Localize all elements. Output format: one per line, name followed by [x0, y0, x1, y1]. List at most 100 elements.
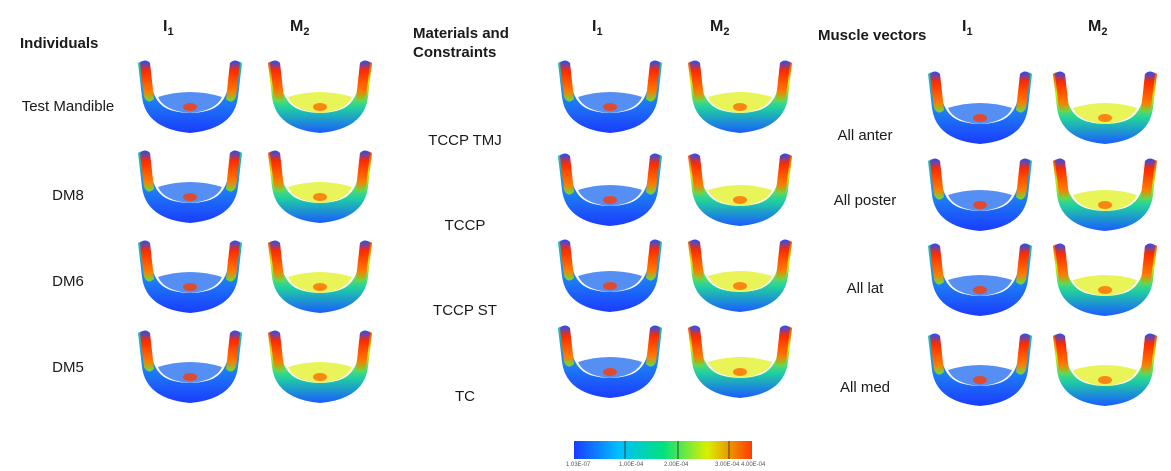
row-label-dm8: DM8	[52, 187, 84, 204]
mandible-ramus-left	[140, 330, 154, 372]
mandible-ramus-right	[226, 60, 240, 102]
colorbar-label-0: 1.03E-07	[566, 462, 591, 468]
mandible-chin-hotspot	[313, 373, 327, 381]
mandible-arch	[288, 182, 352, 203]
mandible-body	[1053, 159, 1157, 231]
mandible-ramus-right	[776, 325, 790, 367]
mandible-ramus-left	[140, 240, 154, 282]
mandible-heatmap-i-4	[138, 240, 242, 313]
mandible-ramus-right	[1016, 158, 1030, 200]
colorbar-label-3: 3.00E-04	[715, 462, 740, 468]
mandible-ramus-right	[1016, 243, 1030, 285]
mandible-ramus-right	[356, 60, 370, 102]
mandible-arch	[158, 362, 222, 383]
mandible-ramus-left	[1055, 243, 1069, 285]
mandible-chin-hotspot	[183, 283, 197, 291]
mandible-arch	[288, 362, 352, 383]
mandible-ramus-left	[140, 150, 154, 192]
mandible-ramus-left	[690, 325, 704, 367]
row-label-all-lat: All lat	[846, 280, 884, 297]
row-label-test-mandible: Test Mandible	[21, 98, 115, 115]
mandible-heatmap-i-18	[928, 158, 1032, 231]
mandible-arch	[1073, 275, 1137, 296]
row-label-dm5: DM5	[52, 359, 84, 376]
mandible-arch	[708, 92, 772, 113]
mandible-ramus-left	[930, 333, 944, 375]
mandible-chin-hotspot	[973, 201, 987, 209]
mandible-arch	[948, 365, 1012, 386]
mandible-chin-hotspot	[183, 373, 197, 381]
mandible-body	[558, 326, 662, 398]
mandible-ramus-right	[226, 330, 240, 372]
mandible-heatmap-m-5	[268, 240, 372, 313]
mandible-arch	[158, 272, 222, 293]
mandible-heatmap-m-11	[688, 153, 792, 226]
panel-individuals-header: Individuals	[20, 35, 99, 52]
mandible-arch	[578, 357, 642, 378]
mandible-heatmap-i-12	[558, 239, 662, 312]
panel-materials-col-m2: M2	[710, 18, 730, 39]
mandible-ramus-right	[646, 153, 660, 195]
mandible-body	[688, 326, 792, 398]
mandible-body	[928, 72, 1032, 144]
mandible-ramus-right	[776, 60, 790, 102]
mandible-body	[138, 151, 242, 223]
colorbar	[574, 441, 752, 459]
mandible-chin-hotspot	[603, 368, 617, 376]
mandible-chin-hotspot	[1098, 286, 1112, 294]
mandible-body	[928, 159, 1032, 231]
row-label-tccp-st: TCCP ST	[433, 302, 497, 319]
mandible-heatmap-i-0	[138, 60, 242, 133]
mandible-heatmap-i-14	[558, 325, 662, 398]
mandible-body	[558, 61, 662, 133]
mandible-heatmap-m-15	[688, 325, 792, 398]
mandible-heatmap-i-22	[928, 333, 1032, 406]
mandible-ramus-left	[270, 150, 284, 192]
mandible-ramus-right	[1141, 243, 1155, 285]
mandible-ramus-right	[226, 150, 240, 192]
colorbar-gradient	[574, 441, 752, 459]
mandible-ramus-right	[1141, 333, 1155, 375]
mandible-body	[928, 334, 1032, 406]
mandible-chin-hotspot	[973, 114, 987, 122]
mandible-chin-hotspot	[183, 103, 197, 111]
mandible-ramus-left	[270, 240, 284, 282]
mandible-heatmap-i-6	[138, 330, 242, 403]
mandible-chin-hotspot	[733, 368, 747, 376]
colorbar-label-2: 2.00E-04	[664, 462, 689, 468]
mandible-body	[688, 240, 792, 312]
mandible-chin-hotspot	[733, 282, 747, 290]
mandible-arch	[708, 271, 772, 292]
mandible-body	[138, 331, 242, 403]
mandible-body	[268, 331, 372, 403]
mandible-ramus-left	[560, 60, 574, 102]
mandible-chin-hotspot	[313, 103, 327, 111]
mandible-heatmap-m-23	[1053, 333, 1157, 406]
mandible-arch	[1073, 365, 1137, 386]
mandible-ramus-right	[1016, 71, 1030, 113]
mandible-heatmap-m-9	[688, 60, 792, 133]
panel-materials-header: Materials and Constraints	[413, 25, 509, 61]
row-label-tc: TC	[455, 388, 475, 405]
panel-materials-col-i1: I1	[592, 18, 603, 39]
panel-individuals-col-i1: I1	[163, 18, 174, 39]
mandible-body	[688, 154, 792, 226]
mandible-body	[138, 61, 242, 133]
mandible-body	[138, 241, 242, 313]
mandible-ramus-right	[226, 240, 240, 282]
mandible-ramus-left	[1055, 333, 1069, 375]
mandible-ramus-left	[560, 325, 574, 367]
mandible-ramus-left	[1055, 71, 1069, 113]
mandible-arch	[948, 275, 1012, 296]
mandible-heatmap-m-1	[268, 60, 372, 133]
mandible-arch	[948, 190, 1012, 211]
mandible-chin-hotspot	[733, 196, 747, 204]
mandible-body	[558, 240, 662, 312]
mandible-ramus-right	[356, 240, 370, 282]
mandible-chin-hotspot	[603, 282, 617, 290]
mandible-ramus-right	[1141, 71, 1155, 113]
mandible-chin-hotspot	[973, 286, 987, 294]
mandible-heatmap-m-19	[1053, 158, 1157, 231]
mandible-heatmap-i-8	[558, 60, 662, 133]
mandible-body	[268, 241, 372, 313]
